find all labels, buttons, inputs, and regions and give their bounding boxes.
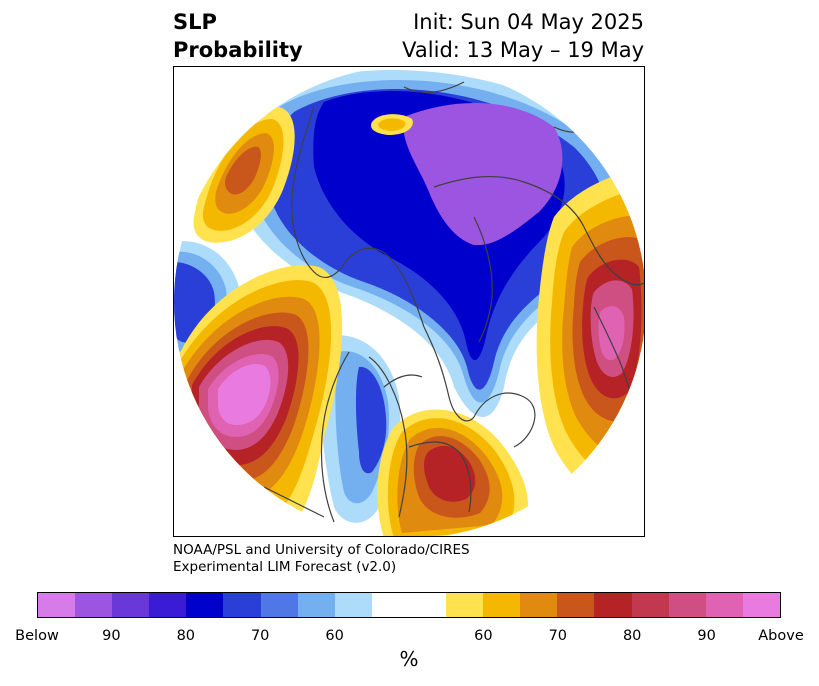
- colorbar-swatch: [594, 593, 632, 617]
- probability-map: [174, 67, 644, 536]
- colorbar-swatch: [149, 593, 187, 617]
- colorbar-tick-label: 60: [325, 628, 344, 644]
- colorbar-tick-label: 70: [548, 628, 568, 644]
- colorbar-tick-label: Above: [758, 628, 804, 644]
- colorbar-swatch: [631, 593, 669, 617]
- colorbar-swatch: [112, 593, 150, 617]
- colorbar-swatch: [223, 593, 261, 617]
- polar-map-panel: [173, 66, 645, 537]
- colorbar-swatch: [260, 593, 298, 617]
- credit-text: NOAA/PSL and University of Colorado/CIRE…: [173, 542, 470, 576]
- below-normal-arctic-region: [234, 69, 630, 417]
- colorbar-swatch: [520, 593, 558, 617]
- colorbar-swatch: [557, 593, 595, 617]
- colorbar-swatch: [371, 593, 409, 617]
- colorbar-swatch: [742, 593, 780, 617]
- credit-line-2: Experimental LIM Forecast (v2.0): [173, 559, 397, 575]
- colorbar-tick-label: 80: [622, 628, 642, 644]
- above-normal-northwest-region: [193, 107, 295, 243]
- colorbar-swatch: [334, 593, 372, 617]
- credit-line-1: NOAA/PSL and University of Colorado/CIRE…: [173, 542, 470, 558]
- forecast-dates: Init: Sun 04 May 2025 Valid: 13 May – 19…: [402, 8, 644, 64]
- colorbar-swatch: [668, 593, 706, 617]
- colorbar-tick-label: 70: [250, 628, 270, 644]
- init-date: Init: Sun 04 May 2025: [413, 10, 644, 34]
- plot-title: SLP Probability: [173, 8, 303, 64]
- colorbar-swatch: [705, 593, 743, 617]
- colorbar-swatch: [297, 593, 335, 617]
- above-normal-arctic-spot: [370, 114, 413, 135]
- colorbar-tick-label: 90: [102, 628, 121, 644]
- colorbar-tick-label: 90: [697, 628, 716, 644]
- title-variable: SLP: [173, 10, 217, 34]
- colorbar-swatch: [408, 593, 447, 617]
- colorbar-unit: %: [399, 647, 419, 671]
- colorbar-swatch: [75, 593, 113, 617]
- colorbar-tick-label: 60: [474, 628, 493, 644]
- colorbar-swatch: [186, 593, 224, 617]
- title-quantity: Probability: [173, 38, 303, 62]
- colorbar-swatch: [483, 593, 521, 617]
- valid-range: Valid: 13 May – 19 May: [402, 38, 644, 62]
- colorbar-swatch: [446, 593, 484, 617]
- colorbar-tick-label: 80: [176, 628, 196, 644]
- colorbar-tick-label: Below: [15, 628, 59, 644]
- above-normal-atlantic-region: [377, 409, 528, 536]
- colorbar: [37, 592, 781, 618]
- above-normal-east-region: [536, 167, 644, 509]
- colorbar-swatch: [38, 593, 76, 617]
